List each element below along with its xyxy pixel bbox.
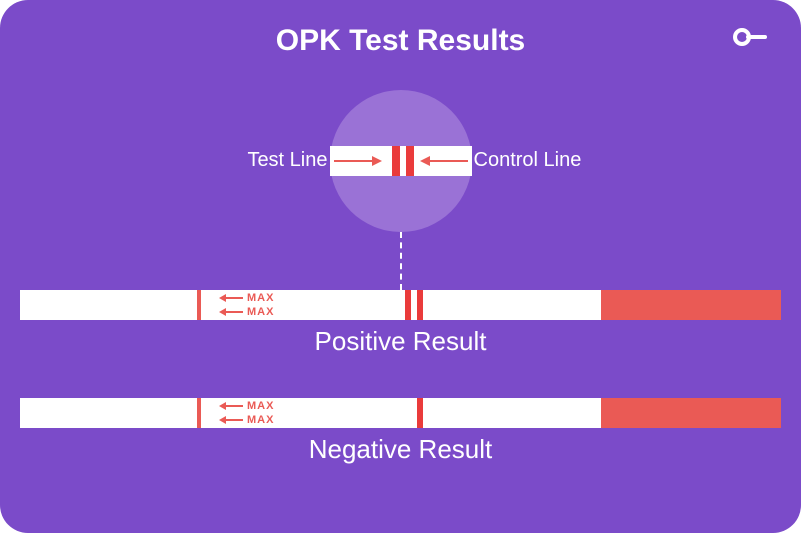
max-row: MAX: [219, 414, 274, 426]
max-row: MAX: [219, 292, 274, 304]
arrow-left-icon: [420, 155, 468, 167]
arrow-left-icon: [219, 308, 243, 316]
arrow-left-icon: [219, 402, 243, 410]
negative-control-line: [417, 398, 423, 428]
test-line-label: Test Line: [247, 149, 381, 172]
positive-result-label: Positive Result: [0, 326, 801, 357]
magnifier-test-line: [392, 146, 400, 176]
negative-result-label: Negative Result: [0, 434, 801, 465]
max-text: MAX: [247, 306, 274, 318]
max-row: MAX: [219, 400, 274, 412]
positive-test-line: [405, 290, 411, 320]
arrow-right-icon: [334, 155, 382, 167]
negative-strip: MAX MAX: [20, 398, 781, 428]
positive-control-line: [417, 290, 423, 320]
title: OPK Test Results: [0, 24, 801, 58]
strip-segment: [20, 290, 197, 320]
arrow-left-icon: [219, 416, 243, 424]
strip-segment: [20, 398, 197, 428]
max-indicator: MAX MAX: [219, 398, 274, 428]
max-text: MAX: [247, 292, 274, 304]
strip-dip-end: [601, 398, 781, 428]
arrow-left-icon: [219, 294, 243, 302]
control-line-text: Control Line: [474, 149, 582, 172]
brand-logo-icon: [733, 28, 767, 52]
positive-strip: MAX MAX: [20, 290, 781, 320]
max-row: MAX: [219, 306, 274, 318]
test-line-text: Test Line: [247, 149, 327, 172]
max-indicator: MAX MAX: [219, 290, 274, 320]
strip-segment: MAX MAX: [201, 398, 601, 428]
magnifier-control-line: [406, 146, 414, 176]
strip-dip-end: [601, 290, 781, 320]
strip-segment: MAX MAX: [201, 290, 601, 320]
max-text: MAX: [247, 400, 274, 412]
control-line-label: Control Line: [420, 149, 582, 172]
dashed-connector: [400, 232, 402, 290]
infographic-card: OPK Test Results Test Line Control Line: [0, 0, 801, 533]
max-text: MAX: [247, 414, 274, 426]
